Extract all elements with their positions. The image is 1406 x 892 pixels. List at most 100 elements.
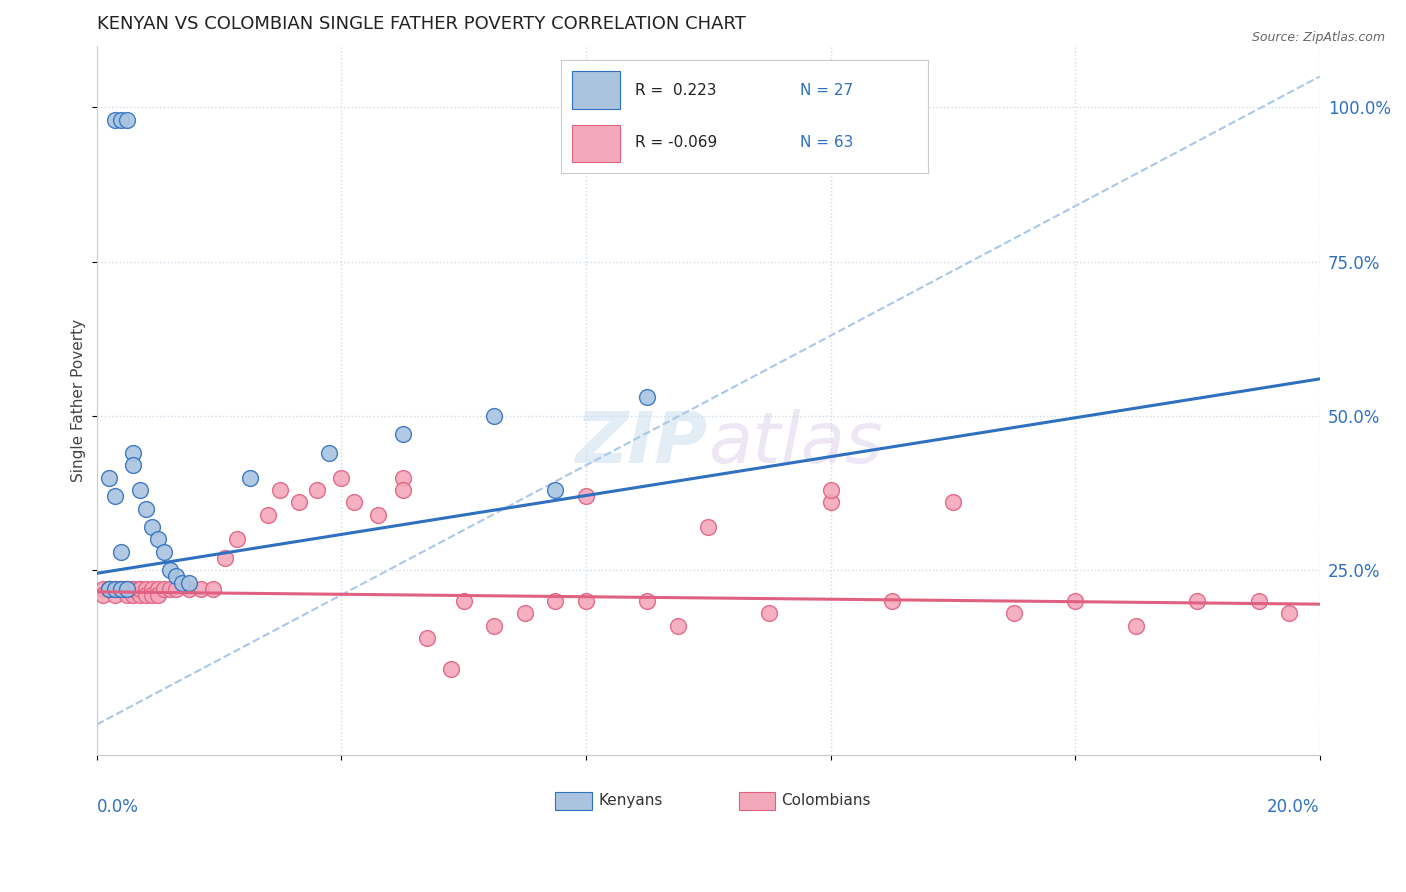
Point (98, 582, 121, 596)
Point (135, 582, 157, 596)
Point (575, 489, 598, 503)
Point (110, 582, 132, 596)
Point (758, 607, 780, 621)
Point (177, 582, 200, 596)
Point (190, 582, 212, 596)
Point (391, 470, 413, 484)
Point (226, 533, 249, 547)
Point (269, 483, 291, 497)
Point (146, 582, 169, 596)
Point (104, 588, 127, 602)
Point (128, 483, 150, 497)
Point (117, 582, 139, 596)
Point (117, 588, 139, 602)
Point (110, 582, 132, 596)
Point (820, 483, 842, 497)
Point (880, 594, 903, 608)
Point (141, 520, 163, 534)
Point (177, 575, 200, 590)
Point (666, 619, 689, 633)
Point (141, 588, 163, 602)
Point (257, 508, 280, 522)
Point (214, 550, 236, 565)
Point (159, 582, 181, 596)
Point (117, 112, 139, 127)
Text: atlas: atlas (709, 409, 883, 477)
Point (135, 501, 157, 516)
Text: Kenyans: Kenyans (598, 793, 662, 808)
Point (239, 470, 262, 484)
Text: 20.0%: 20.0% (1267, 798, 1320, 816)
Point (122, 582, 145, 596)
Text: ZIP: ZIP (576, 409, 709, 477)
Point (1002, 607, 1025, 621)
Point (367, 508, 389, 522)
Point (1187, 594, 1209, 608)
Point (153, 544, 176, 558)
Point (172, 575, 194, 590)
Point (146, 533, 169, 547)
Point (484, 409, 506, 423)
Point (305, 483, 328, 497)
Point (141, 582, 163, 596)
Point (544, 594, 567, 608)
Text: Colombians: Colombians (782, 793, 872, 808)
Point (104, 582, 127, 596)
Point (98, 582, 121, 596)
Point (453, 594, 475, 608)
Point (122, 458, 145, 473)
Bar (738, 792, 776, 810)
Point (117, 582, 139, 596)
Point (98, 470, 121, 484)
Point (1247, 594, 1270, 608)
Point (575, 594, 598, 608)
Point (484, 619, 506, 633)
Point (165, 569, 187, 583)
Bar (555, 792, 592, 810)
Point (110, 544, 132, 558)
Point (135, 588, 157, 602)
Point (91, 588, 114, 602)
Point (942, 495, 965, 509)
Point (287, 495, 309, 509)
Point (104, 582, 127, 596)
Point (513, 607, 536, 621)
Point (1064, 594, 1087, 608)
Point (342, 495, 364, 509)
Text: Source: ZipAtlas.com: Source: ZipAtlas.com (1251, 31, 1385, 45)
Point (1278, 607, 1301, 621)
Point (165, 582, 187, 596)
Point (128, 582, 150, 596)
Point (104, 489, 127, 503)
Point (104, 112, 127, 127)
Point (146, 588, 169, 602)
Point (122, 446, 145, 460)
Point (128, 588, 150, 602)
Point (318, 446, 340, 460)
Point (110, 582, 132, 596)
Point (117, 582, 139, 596)
Point (91, 582, 114, 596)
Point (153, 582, 176, 596)
Text: 0.0%: 0.0% (97, 798, 139, 816)
Point (122, 582, 145, 596)
Y-axis label: Single Father Poverty: Single Father Poverty (72, 319, 86, 482)
Point (1125, 619, 1147, 633)
Point (391, 427, 413, 442)
Point (820, 495, 842, 509)
Point (110, 112, 132, 127)
Point (330, 470, 353, 484)
Point (416, 631, 439, 645)
Point (697, 520, 720, 534)
Text: KENYAN VS COLOMBIAN SINGLE FATHER POVERTY CORRELATION CHART: KENYAN VS COLOMBIAN SINGLE FATHER POVERT… (97, 15, 745, 33)
Point (128, 582, 150, 596)
Point (122, 588, 145, 602)
Point (201, 582, 224, 596)
Point (636, 391, 658, 405)
Point (391, 483, 413, 497)
Point (159, 563, 181, 577)
Point (104, 582, 127, 596)
Point (98, 582, 121, 596)
Point (544, 483, 567, 497)
Point (440, 662, 463, 676)
